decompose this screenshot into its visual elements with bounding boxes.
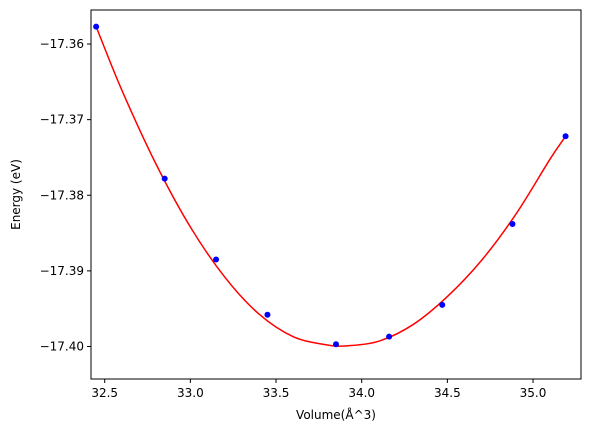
x-tick-label: 34.0 xyxy=(348,386,375,400)
data-point-1 xyxy=(93,23,100,30)
y-tick-label: −17.39 xyxy=(40,264,84,278)
x-axis-ticks: 32.5 33.0 33.5 34.0 34.5 35.0 xyxy=(91,379,546,400)
data-point-7 xyxy=(439,301,446,308)
y-axis-label: Energy (eV) xyxy=(9,159,23,230)
data-point-8 xyxy=(509,220,516,227)
plot-area xyxy=(91,10,581,379)
data-point-3 xyxy=(213,256,220,263)
data-point-2 xyxy=(161,175,168,182)
y-tick-label: −17.40 xyxy=(40,339,84,353)
y-tick-label: −17.36 xyxy=(40,37,84,51)
x-tick-label: 33.0 xyxy=(177,386,204,400)
x-tick-label: 32.5 xyxy=(91,386,118,400)
x-axis-label: Volume(Å^3) xyxy=(296,407,376,422)
data-points-layer xyxy=(93,23,569,348)
data-point-5 xyxy=(333,341,339,348)
plot-frame xyxy=(90,9,582,380)
data-point-9 xyxy=(562,133,569,140)
y-tick-label: −17.37 xyxy=(40,113,84,127)
x-tick-label: 33.5 xyxy=(263,386,290,400)
data-point-6 xyxy=(386,333,393,340)
data-point-4 xyxy=(264,311,271,318)
x-tick-label: 35.0 xyxy=(520,386,547,400)
x-tick-label: 34.5 xyxy=(434,386,461,400)
y-tick-label: −17.38 xyxy=(40,188,84,202)
y-axis-ticks: −17.36 −17.37 −17.38 −17.39 −17.40 xyxy=(40,37,91,353)
